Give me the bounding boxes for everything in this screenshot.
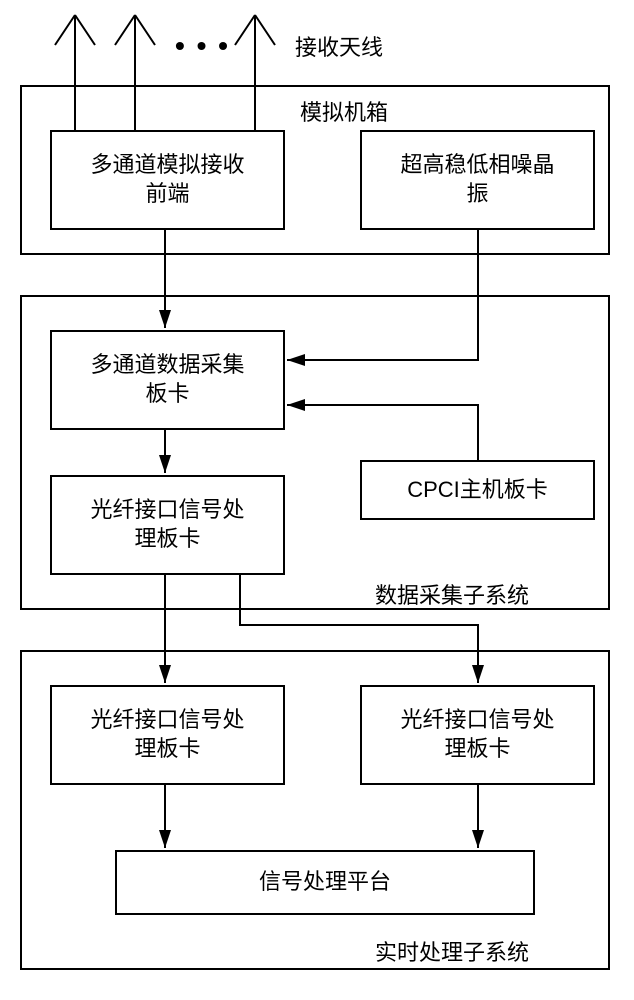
antenna-label: 接收天线: [295, 30, 383, 62]
cpci-host-board-text: CPCI主机板卡: [407, 476, 548, 505]
signal-platform-box: 信号处理平台: [115, 850, 535, 915]
realtime-subsystem-label: 实时处理子系统: [375, 935, 529, 967]
fiber-board-1-text: 光纤接口信号处理板卡: [90, 496, 244, 553]
cpci-host-board-box: CPCI主机板卡: [360, 460, 595, 520]
fiber-board-2-box: 光纤接口信号处理板卡: [50, 685, 285, 785]
fiber-board-3-text: 光纤接口信号处理板卡: [400, 706, 554, 763]
multichannel-rx-frontend-text: 多通道模拟接收前端: [90, 151, 244, 208]
fiber-board-3-box: 光纤接口信号处理板卡: [360, 685, 595, 785]
antenna-ellipsis: • • •: [175, 30, 230, 62]
data-acq-board-text: 多通道数据采集板卡: [90, 351, 244, 408]
data-acq-subsystem-label: 数据采集子系统: [375, 578, 529, 610]
oscillator-box: 超高稳低相噪晶振: [360, 130, 595, 230]
multichannel-rx-frontend-box: 多通道模拟接收前端: [50, 130, 285, 230]
fiber-board-1-box: 光纤接口信号处理板卡: [50, 475, 285, 575]
signal-platform-text: 信号处理平台: [259, 868, 391, 897]
oscillator-text: 超高稳低相噪晶振: [400, 151, 554, 208]
data-acq-board-box: 多通道数据采集板卡: [50, 330, 285, 430]
fiber-board-2-text: 光纤接口信号处理板卡: [90, 706, 244, 763]
analog-chassis-label: 模拟机箱: [300, 95, 388, 127]
